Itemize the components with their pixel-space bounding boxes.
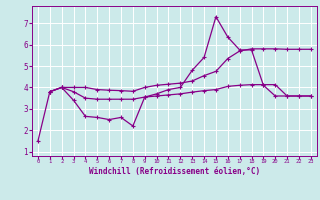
- X-axis label: Windchill (Refroidissement éolien,°C): Windchill (Refroidissement éolien,°C): [89, 167, 260, 176]
